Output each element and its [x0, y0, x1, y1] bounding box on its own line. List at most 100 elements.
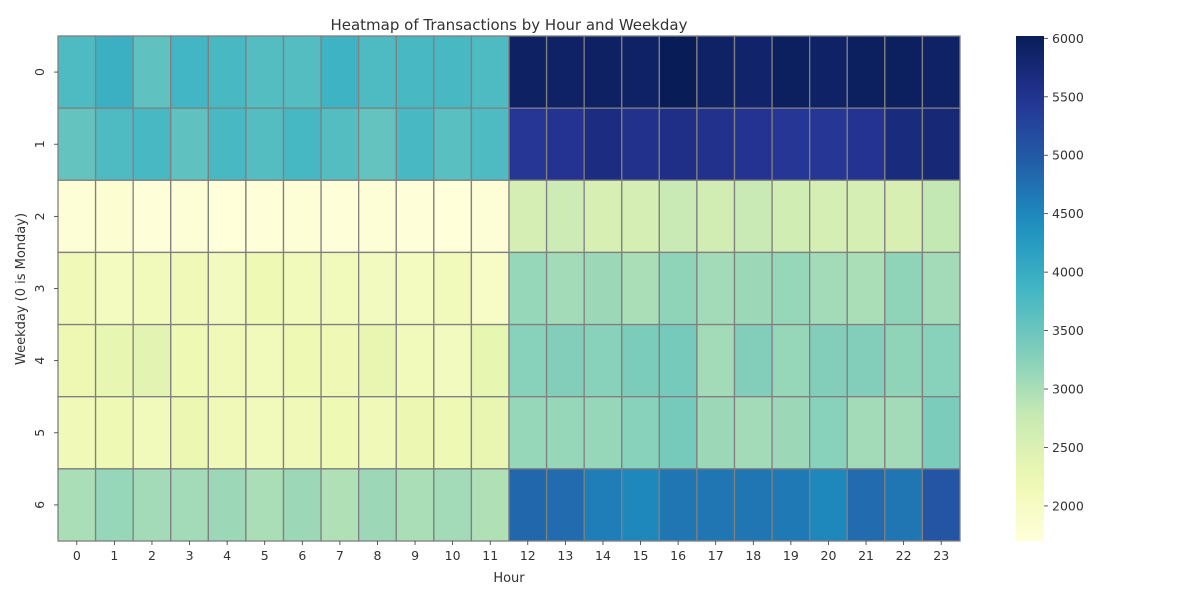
- x-axis-ticks: 0 1 2 3 4 5 6 7 8 9 10 11 12 13 14 15 16 17 18 19 20 21 22 23: [73, 541, 949, 563]
- heatmap-cell: [207, 107, 247, 181]
- heatmap-cell: [358, 251, 397, 326]
- heatmap-cell: [583, 396, 623, 470]
- heatmap-cell: [658, 107, 698, 181]
- heatmap-cell: [245, 107, 285, 181]
- heatmap-cell: [395, 396, 435, 470]
- heatmap-cell: [358, 179, 397, 254]
- chart-title: Heatmap of Transactions by Hour and Week…: [330, 16, 687, 34]
- heatmap-cell: [621, 251, 660, 326]
- heatmap-cell: [545, 107, 585, 181]
- heatmap-cell: [245, 468, 285, 542]
- heatmap-cell: [583, 107, 623, 181]
- x-tick-label: 1: [110, 548, 118, 563]
- heatmap-cell: [358, 468, 397, 542]
- heatmap-cell: [771, 323, 811, 398]
- heatmap-cell: [696, 396, 736, 470]
- heatmap-cell: [508, 323, 548, 398]
- heatmap-cell: [282, 251, 322, 326]
- heatmap-cell: [658, 468, 698, 542]
- heatmap-cell: [921, 35, 961, 109]
- heatmap-cell: [433, 35, 473, 109]
- heatmap-cell: [207, 35, 247, 109]
- x-tick-label: 23: [933, 548, 949, 563]
- heatmap-cell: [282, 35, 322, 109]
- heatmap-cell: [545, 323, 585, 398]
- heatmap-cell: [207, 251, 247, 326]
- x-tick-label: 0: [73, 548, 81, 563]
- heatmap-cell: [733, 251, 773, 326]
- heatmap-cell: [771, 35, 811, 109]
- heatmap-cell: [809, 107, 848, 181]
- colorbar-tick-label: 3500: [1052, 323, 1084, 338]
- heatmap-cell: [809, 468, 848, 542]
- heatmap-cell: [583, 35, 623, 109]
- heatmap-cell: [846, 107, 886, 181]
- heatmap-cell: [771, 107, 811, 181]
- heatmap-cell: [94, 179, 134, 254]
- heatmap-cell: [658, 179, 698, 254]
- heatmap-cell: [320, 35, 360, 109]
- heatmap-cell: [470, 107, 510, 181]
- heatmap-cell: [245, 323, 285, 398]
- y-tick-label: 0: [32, 68, 47, 76]
- x-tick-label: 20: [821, 548, 837, 563]
- x-tick-label: 7: [336, 548, 344, 563]
- heatmap-cell: [696, 323, 736, 398]
- x-tick-label: 19: [783, 548, 799, 563]
- x-tick-label: 3: [186, 548, 194, 563]
- x-tick-label: 9: [411, 548, 419, 563]
- heatmap-cell: [358, 396, 397, 470]
- heatmap-cell: [320, 468, 360, 542]
- heatmap-cell: [470, 323, 510, 398]
- heatmap-cell: [583, 468, 623, 542]
- heatmap-cell: [433, 107, 473, 181]
- heatmap-cell: [433, 396, 473, 470]
- heatmap-cell: [809, 323, 848, 398]
- x-tick-label: 6: [298, 548, 306, 563]
- heatmap-cell: [282, 396, 322, 470]
- heatmap-cell: [245, 396, 285, 470]
- heatmap-cell: [696, 35, 736, 109]
- x-tick-label: 13: [557, 548, 573, 563]
- colorbar-tick-label: 2500: [1052, 440, 1084, 455]
- heatmap-cell: [846, 323, 886, 398]
- heatmap-cell: [771, 468, 811, 542]
- heatmap-cell: [358, 323, 397, 398]
- heatmap-cell: [170, 35, 209, 109]
- heatmap-cell: [94, 107, 134, 181]
- heatmap-cell: [621, 35, 660, 109]
- heatmap-cell: [846, 179, 886, 254]
- heatmap-cell: [433, 323, 473, 398]
- x-tick-label: 17: [708, 548, 724, 563]
- x-axis-label: Hour: [493, 571, 525, 586]
- heatmap-cell: [921, 323, 961, 398]
- heatmap-cell: [358, 107, 397, 181]
- x-tick-label: 4: [223, 548, 231, 563]
- heatmap-cell: [94, 35, 134, 109]
- heatmap-cell: [132, 323, 172, 398]
- heatmap-cell: [57, 396, 97, 470]
- heatmap-cell: [433, 179, 473, 254]
- heatmap-cell: [884, 179, 924, 254]
- heatmap-cell: [621, 396, 660, 470]
- heatmap-cell: [884, 396, 924, 470]
- heatmap-cell: [846, 35, 886, 109]
- heatmap-cell: [884, 107, 924, 181]
- heatmap-cell: [207, 396, 247, 470]
- heatmap-cell: [170, 468, 209, 542]
- heatmap-cell: [921, 251, 961, 326]
- heatmap-cell: [132, 251, 172, 326]
- heatmap-cell: [282, 179, 322, 254]
- heatmap-cell: [809, 251, 848, 326]
- heatmap-cell: [733, 396, 773, 470]
- heatmap-cell: [771, 396, 811, 470]
- heatmap-cell: [733, 179, 773, 254]
- heatmap-cell: [132, 35, 172, 109]
- heatmap-cell: [132, 107, 172, 181]
- heatmap-cell: [320, 323, 360, 398]
- heatmap-cell: [395, 107, 435, 181]
- heatmap-cell: [733, 35, 773, 109]
- heatmap-cell: [57, 323, 97, 398]
- heatmap-cells: [57, 35, 961, 542]
